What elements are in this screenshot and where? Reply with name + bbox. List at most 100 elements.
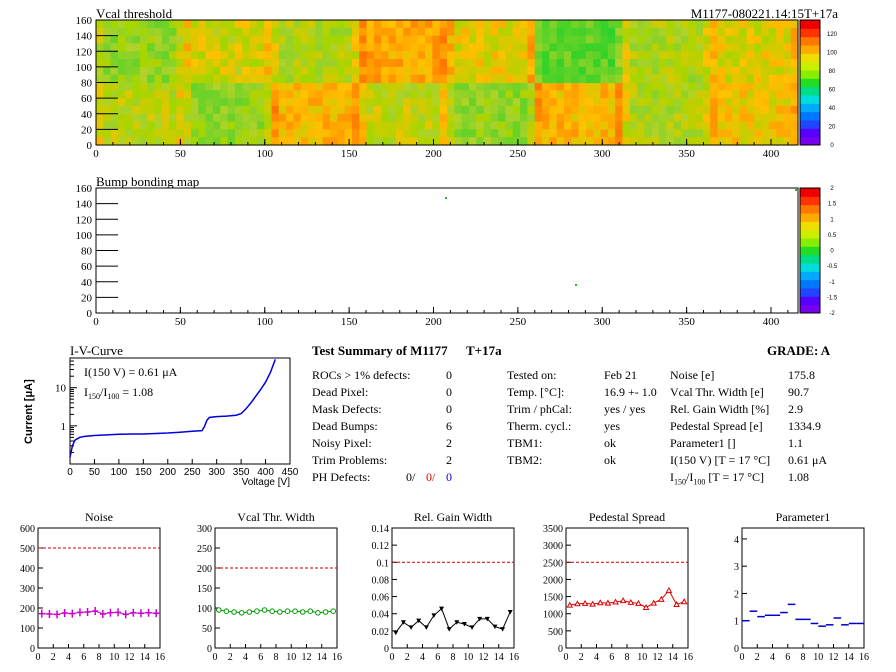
heatmap-cell <box>578 74 587 84</box>
heatmap-cell <box>220 121 229 130</box>
heatmap-cell <box>629 113 638 123</box>
heatmap-cell <box>344 121 353 130</box>
palette-tick-label: -2 <box>829 311 835 317</box>
heatmap-cell <box>505 35 514 45</box>
heatmap-cell <box>125 129 134 138</box>
heatmap-cell <box>688 90 697 99</box>
heatmap-cell <box>644 43 653 52</box>
heatmap-cell <box>710 105 719 115</box>
heatmap-cell <box>593 129 602 138</box>
heatmap-cell <box>169 43 178 52</box>
heatmap-cell <box>242 82 251 91</box>
heatmap-cell <box>527 105 536 115</box>
heatmap-cell <box>264 113 273 123</box>
heatmap-cell <box>571 51 580 60</box>
heatmap-cell <box>468 74 477 84</box>
heatmap-cell <box>213 121 221 130</box>
heatmap-cell <box>629 35 638 45</box>
heatmap-cell <box>183 59 192 68</box>
heatmap-cell <box>637 27 646 37</box>
heatmap-cell <box>483 51 492 60</box>
heatmap-cell <box>702 90 711 99</box>
heatmap-cell <box>161 35 170 45</box>
heatmap-cell <box>169 35 178 45</box>
heatmap-cell <box>790 43 799 52</box>
heatmap-cell <box>351 137 360 146</box>
heatmap-cell <box>249 66 258 76</box>
heatmap-cell <box>96 105 104 115</box>
heatmap-cell <box>659 66 667 76</box>
heatmap-cell <box>761 137 770 146</box>
heatmap-cell <box>359 105 368 115</box>
heatmap-cell <box>264 74 273 84</box>
heatmap-cell <box>154 27 163 37</box>
heatmap-cell <box>271 20 280 29</box>
heatmap-cell <box>549 51 558 60</box>
heatmap-cell <box>673 43 682 52</box>
rel-gain-x-tick-label: 10 <box>463 652 473 663</box>
info-value: ok <box>604 436 616 450</box>
heatmap-cell <box>447 35 455 45</box>
heatmap-cell <box>790 66 799 76</box>
heatmap-cell <box>776 27 784 37</box>
heatmap-cell <box>468 35 477 45</box>
iv-ratio-i: I <box>84 385 88 399</box>
heatmap-cell <box>681 113 689 123</box>
pedestal-point <box>619 597 627 604</box>
heatmap-cell <box>417 27 426 37</box>
heatmap-cell <box>542 121 550 130</box>
vcal-width-x-tick-label: 4 <box>243 652 248 663</box>
palette-frame <box>799 19 821 146</box>
heatmap-cell <box>790 74 799 84</box>
heatmap-cell <box>359 82 368 91</box>
heatmap-cell <box>169 129 178 138</box>
heatmap-cell <box>132 35 141 45</box>
heatmap-cell <box>600 98 609 107</box>
rel-gain-point <box>408 625 414 630</box>
heatmap-cell <box>425 121 433 130</box>
heatmap-cell <box>732 121 741 130</box>
heatmap-cell <box>790 82 799 91</box>
heatmap-cell <box>754 51 763 60</box>
pedestal-title: Pedestal Spread <box>589 510 665 524</box>
heatmap-cell <box>439 82 448 91</box>
heatmap-cell <box>432 82 441 91</box>
heatmap-cell <box>512 98 521 107</box>
heatmap-cell <box>666 20 675 29</box>
heatmap-cell <box>761 74 770 84</box>
heatmap-cell <box>739 90 748 99</box>
heatmap-cell <box>607 113 616 123</box>
heatmap-cell <box>739 27 748 37</box>
palette-swatch <box>800 279 820 289</box>
heatmap-cell <box>388 137 397 146</box>
heatmap-cell <box>666 59 675 68</box>
heatmap-cell <box>264 121 273 130</box>
heatmap-cell <box>600 27 609 37</box>
heatmap-cell <box>549 66 558 76</box>
heatmap-cell <box>615 20 624 29</box>
heatmap-cell <box>754 105 763 115</box>
heatmap-cell <box>139 129 148 138</box>
heatmap-cell <box>695 98 704 107</box>
iv-plot-frame <box>69 357 291 465</box>
heatmap-cell <box>154 121 163 130</box>
heatmap-cell <box>271 66 280 76</box>
heatmap-cell <box>395 51 404 60</box>
noise-y-tick-label: 200 <box>20 604 35 615</box>
y-tick-label: 100 <box>76 62 93 74</box>
heatmap-cell <box>351 74 360 84</box>
heatmap-cell <box>651 66 660 76</box>
heatmap-cell <box>395 113 404 123</box>
heatmap-cell <box>432 137 441 146</box>
heatmap-cell <box>337 98 346 107</box>
heatmap-cell <box>183 27 192 37</box>
heatmap-cell <box>147 74 156 84</box>
heatmap-cell <box>439 90 448 99</box>
heatmap-cell <box>315 43 324 52</box>
heatmap-cell <box>154 59 163 68</box>
heatmap-cell <box>381 137 390 146</box>
pedestal-y-tick-label: 1500 <box>543 593 563 604</box>
heatmap-cell <box>512 121 521 130</box>
rel-gain-point <box>439 606 445 612</box>
heatmap-cell <box>242 27 251 37</box>
